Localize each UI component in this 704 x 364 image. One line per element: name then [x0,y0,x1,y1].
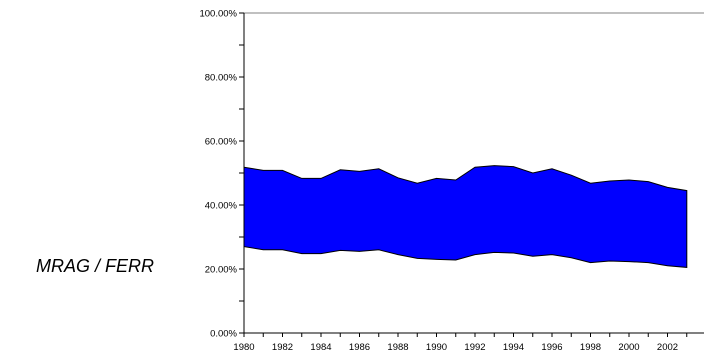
x-tick-label: 1998 [580,342,601,353]
x-tick-label: 1992 [464,342,485,353]
y-tick-label: 100.00% [199,9,237,20]
x-tick-label: 1988 [387,342,408,353]
x-tick-label: 1980 [233,342,254,353]
area-band-0 [243,165,688,268]
x-tick-label: 2000 [618,342,639,353]
x-tick-label: 1984 [310,342,331,353]
side-label: MRAG / FERR [36,256,155,276]
y-tick-label: 40.00% [205,201,238,212]
x-tick-label: 1994 [503,342,524,353]
x-tick-label: 1996 [541,342,562,353]
y-tick-label: 80.00% [205,73,238,84]
y-tick-label: 60.00% [205,137,238,148]
x-tick-label: 1982 [272,342,293,353]
x-tick-label: 2002 [657,342,678,353]
x-tick-label: 1990 [426,342,447,353]
y-tick-label: 20.00% [205,265,238,276]
x-tick-label: 1986 [349,342,370,353]
y-tick-label: 0.00% [210,329,237,340]
